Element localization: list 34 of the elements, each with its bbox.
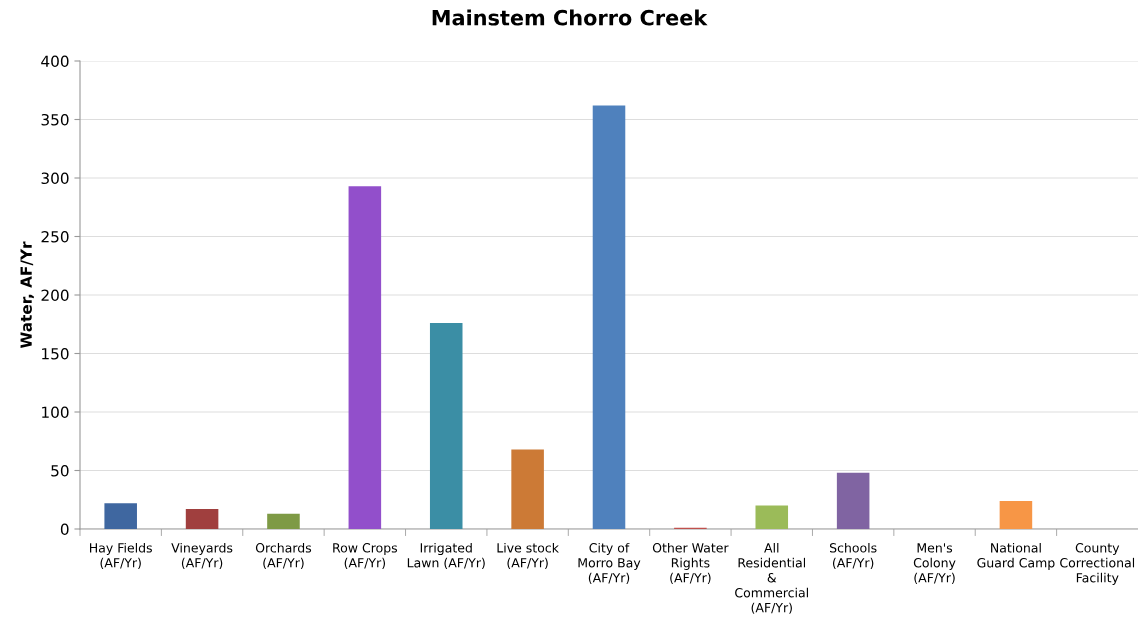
bar <box>755 505 789 529</box>
x-tick-label: Men's Colony (AF/Yr) <box>913 543 956 584</box>
y-tick-label: 100 <box>42 406 69 419</box>
bar <box>836 472 870 529</box>
chart-title: Mainstem Chorro Creek <box>432 9 708 26</box>
y-tick-label: 150 <box>42 347 69 360</box>
bar <box>429 323 463 529</box>
x-tick-label: All Residential & Commercial (AF/Yr) <box>735 542 808 614</box>
x-tick-label: Live stock (AF/Yr) <box>497 542 559 569</box>
x-tick-label: Other Water Rights (AF/Yr) <box>652 542 729 584</box>
x-tick-label: Row Crops (AF/Yr) <box>333 543 398 569</box>
y-tick-label: 400 <box>41 55 69 68</box>
bar <box>592 105 626 529</box>
y-tick-label: 300 <box>41 172 69 185</box>
x-tick-label: Vineyards (AF/Yr) <box>171 542 233 569</box>
x-tick-label: Hay Fields (AF/Yr) <box>90 542 152 569</box>
bar <box>104 503 137 529</box>
y-tick-label: 350 <box>41 113 69 126</box>
y-tick-label: 0 <box>60 523 69 536</box>
bar <box>999 500 1033 529</box>
x-tick-label: Schools (AF/Yr) <box>829 542 877 569</box>
y-tick-label: 200 <box>41 289 69 302</box>
x-tick-label: Irrigated Lawn (AF/Yr) <box>407 542 485 569</box>
y-axis-title: Water, AF/Yr <box>20 241 34 349</box>
y-tick-label: 250 <box>41 230 69 243</box>
bar <box>511 449 544 529</box>
x-tick-label: National Guard Camp <box>977 542 1055 570</box>
x-tick-label: City of Morro Bay (AF/Yr) <box>578 542 641 584</box>
x-tick-label: Orchards (AF/Yr) <box>255 542 312 569</box>
bar <box>348 186 382 529</box>
bar <box>185 509 219 529</box>
y-tick-label: 50 <box>51 464 69 477</box>
x-tick-label: County Correctional Facility <box>1060 543 1135 585</box>
bar <box>267 513 300 529</box>
